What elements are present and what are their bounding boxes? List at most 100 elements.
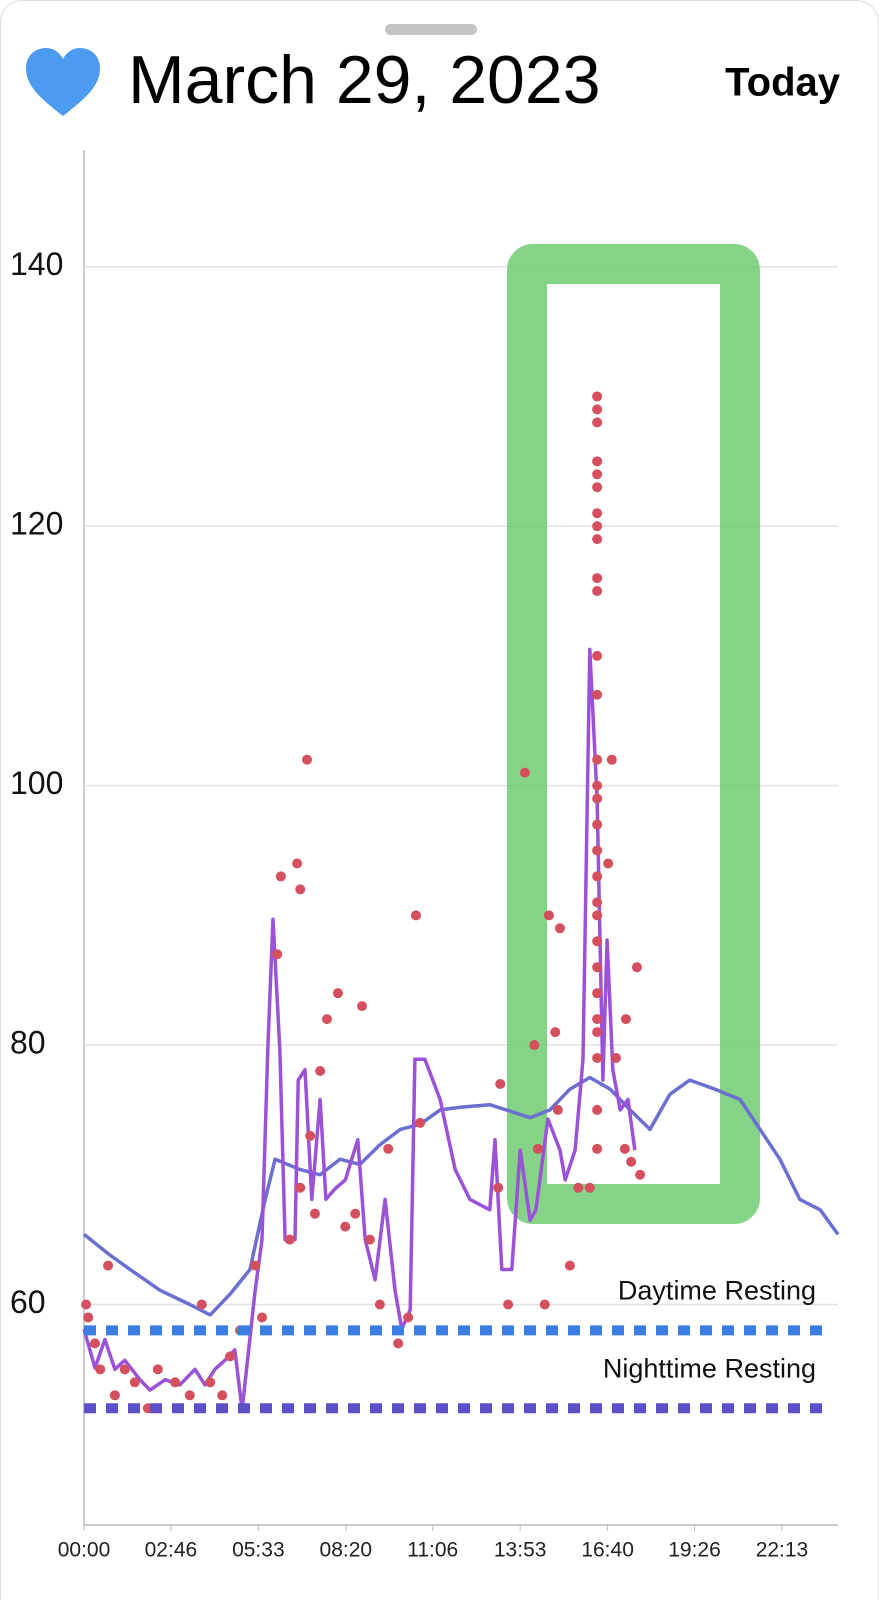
heart-rate-point [592,456,603,467]
y-tick-label: 100 [10,765,63,801]
heart-rate-point [592,871,603,882]
heart-rate-point [103,1260,114,1271]
x-tick-label: 00:00 [58,1539,111,1562]
heart-rate-point [592,988,603,999]
date-title: March 29, 2023 [128,42,601,118]
heart-rate-point [83,1312,94,1323]
heart-rate-point [573,1182,584,1193]
heart-rate-point [592,469,603,480]
plot [83,150,838,1526]
x-tick-label: 13:53 [494,1539,547,1562]
y-tick-label: 60 [10,1284,46,1320]
resting-label: Daytime Resting [618,1276,816,1306]
y-tick-label: 80 [10,1025,46,1061]
heart-rate-point [554,923,565,934]
trend-line [82,1075,840,1317]
heart-rate-point [592,391,603,402]
y-tick-label: 120 [10,506,63,542]
heart-rate-point [295,1182,306,1193]
heart-rate-point [292,858,303,869]
heart-rate-point [374,1299,385,1310]
heart-rate-point [415,1117,426,1128]
heart-rate-point [592,650,603,661]
heart-rate-point [592,534,603,545]
heart-rate-point [592,417,603,428]
heart-rate-point [592,936,603,947]
heart-rate-point [543,910,554,921]
heart-rate-point [129,1377,140,1388]
x-tick-label: 22:13 [756,1539,809,1562]
heart-rate-point [364,1234,375,1245]
heart-rate-point [619,1143,630,1154]
heart-rate-point [393,1338,404,1349]
heart-rate-point [592,521,603,532]
heart-rate-point [225,1351,236,1362]
heart-rate-point [592,897,603,908]
heart-rate-point [592,1104,603,1115]
heart-rate-point [603,858,614,869]
heart-icon [26,48,100,116]
heart-rate-point [610,1053,621,1064]
heart-rate-point [332,988,343,999]
heart-rate-point [592,780,603,791]
x-tick-label: 02:46 [145,1539,198,1562]
heart-rate-point [295,884,306,895]
heart-rate-point [592,404,603,415]
heart-rate-point [592,962,603,973]
heart-rate-point [170,1377,181,1388]
heart-rate-point [529,1040,540,1051]
heart-rate-point [584,1182,595,1193]
today-button[interactable]: Today [725,61,841,105]
heart-rate-point [350,1208,361,1219]
x-tick-label: 11:06 [407,1539,458,1562]
heart-rate-point [284,1234,295,1245]
resting-label: Nighttime Resting [603,1353,816,1383]
drag-handle[interactable] [385,24,477,35]
heart-rate-point [119,1364,130,1375]
heart-rate-point [592,754,603,765]
heart-rate-point [152,1364,163,1375]
heart-rate-point [606,754,617,765]
heart-rate-point [503,1299,514,1310]
heart-rate-point [272,949,283,960]
heart-rate-point [539,1299,550,1310]
heart-rate-point [495,1078,506,1089]
heart-rate-point [315,1065,326,1076]
heart-rate-point [309,1208,320,1219]
heart-rate-point [250,1260,261,1271]
heart-rate-point [592,910,603,921]
heart-rate-point [592,1027,603,1038]
heart-rate-point [89,1338,100,1349]
heart-rate-point [340,1221,351,1232]
heart-rate-point [592,573,603,584]
heart-rate-point [620,1014,631,1025]
heart-rate-point [519,767,530,778]
heart-rate-point [205,1377,216,1388]
heart-rate-point [626,1156,637,1167]
heart-rate-point [592,793,603,804]
heart-rate-point [95,1364,106,1375]
heart-rate-point [592,689,603,700]
x-tick-label: 19:26 [668,1539,721,1562]
heart-rate-point [592,845,603,856]
heart-rate-point [403,1312,414,1323]
heart-rate-point [257,1312,268,1323]
heart-rate-point [184,1390,195,1401]
x-tick-label: 05:33 [232,1539,285,1562]
heart-rate-point [592,508,603,519]
heart-rate-point [305,1130,316,1141]
heart-rate-point [357,1001,368,1012]
heart-rate-point [532,1143,543,1154]
heart-rate-point [592,586,603,597]
heart-rate-point [592,1053,603,1064]
heart-rate-point [81,1299,92,1310]
x-tick-label: 08:20 [320,1539,373,1562]
heart-rate-point [196,1299,207,1310]
heart-rate-point [302,754,313,765]
heart-rate-point [493,1182,504,1193]
heart-rate-point [592,482,603,493]
x-tick-label: 16:40 [581,1539,634,1562]
heart-rate-point [631,962,642,973]
heart-rate-point [109,1390,120,1401]
